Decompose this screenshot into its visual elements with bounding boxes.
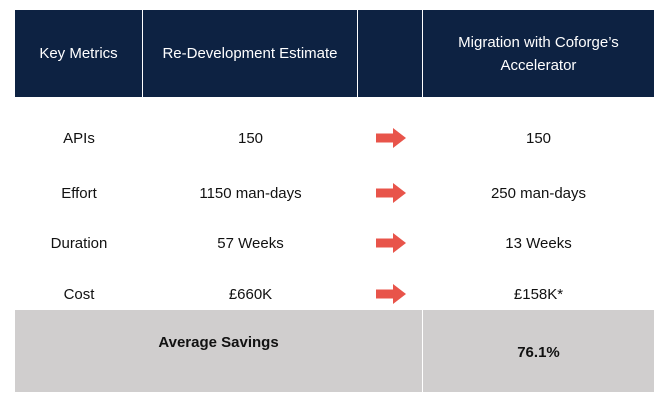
arrow-cell (358, 279, 423, 309)
arrow-right-icon (375, 183, 406, 203)
average-savings-row: Average Savings 76.1% (15, 310, 654, 392)
table-row-cost: Cost £660K £158K* (15, 279, 654, 309)
metric-label: Effort (61, 184, 97, 202)
metric-label: Duration (50, 234, 108, 252)
migration-value: 250 man-days (490, 184, 587, 202)
migration-value: 13 Weeks (505, 234, 572, 252)
table-row-apis: APIs 150 150 (15, 123, 654, 153)
table-row-duration: Duration 57 Weeks 13 Weeks (15, 228, 654, 258)
header-redevelopment-estimate: Re-Development Estimate (143, 10, 358, 97)
migration-value: £158K* (513, 285, 564, 303)
arrow-cell (358, 228, 423, 258)
metric-label: APIs (63, 129, 95, 147)
average-savings-value: 76.1% (517, 344, 560, 361)
arrow-cell (358, 123, 423, 153)
redev-value: 1150 man-days (199, 184, 302, 202)
table-header: Key Metrics Re-Development Estimate Migr… (15, 10, 654, 97)
arrow-right-icon (375, 128, 406, 148)
header-key-metrics: Key Metrics (15, 10, 143, 97)
header-migration-line1: Migration with Coforge’s (458, 33, 619, 51)
average-savings-label: Average Savings (15, 310, 423, 392)
migration-value: 150 (525, 129, 552, 147)
redev-value: 57 Weeks (217, 234, 284, 252)
arrow-right-icon (375, 284, 406, 304)
redev-value: £660K (228, 285, 273, 303)
arrow-cell (358, 178, 423, 208)
header-arrow-column (358, 10, 423, 97)
table-row-effort: Effort 1150 man-days 250 man-days (15, 178, 654, 208)
metric-label: Cost (63, 285, 95, 303)
arrow-right-icon (375, 233, 406, 253)
header-migration-accelerator: Migration with Coforge’s Accelerator (423, 10, 654, 97)
header-migration-line2: Accelerator (500, 56, 577, 74)
redev-value: 150 (237, 129, 264, 147)
